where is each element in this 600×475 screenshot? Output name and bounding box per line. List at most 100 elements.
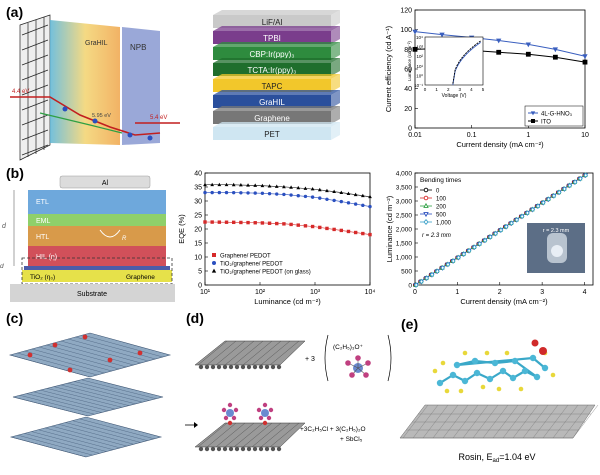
x-tick-label: 1 [526, 132, 530, 139]
data-point [325, 197, 329, 201]
data-point [503, 223, 509, 230]
data-point [509, 220, 514, 227]
carbon-atom [240, 446, 246, 452]
stack-layer-top [213, 58, 340, 63]
stack-layer-face [213, 47, 331, 60]
npb-block [122, 27, 160, 145]
data-point [325, 226, 329, 231]
data-point [525, 42, 531, 48]
data-point [318, 196, 322, 200]
legend-label: Graphene/ PEDOT [220, 254, 271, 260]
stack-layer-label: PET [264, 130, 280, 139]
substrate-lattice [452, 404, 479, 439]
inset-curve-1 [452, 42, 481, 86]
sheet-middle [12, 377, 164, 417]
dopant-atom [137, 350, 143, 356]
adsorbed-chlorine [233, 407, 239, 413]
plot-frame [204, 172, 371, 286]
y-tick-label: 25 [194, 213, 202, 220]
sheet-lattice [9, 354, 91, 378]
data-point [412, 29, 418, 35]
data-point [461, 251, 467, 257]
hydrogen-atom [504, 350, 510, 356]
data-point [325, 188, 329, 193]
layer-tio2: TiO₂ (η₀) [30, 274, 55, 281]
lattice-line [224, 340, 255, 366]
y-tick-label: 60 [404, 67, 412, 74]
sheet-lattice [31, 348, 112, 372]
stack-layer-top [213, 122, 340, 127]
dopant-atom [107, 357, 113, 363]
legend-marker [423, 187, 429, 193]
data-point [552, 54, 558, 60]
substrate-lattice [472, 404, 499, 439]
sheet-lattice [19, 395, 95, 415]
dopant-atom [82, 334, 88, 340]
chlorine-atom [363, 372, 369, 378]
legend-label: 0 [436, 189, 440, 195]
carbon-atom [252, 446, 258, 452]
carbon-atom [486, 375, 494, 383]
carbon-atom [511, 357, 519, 365]
stack-layer-label: GraHIL [259, 98, 285, 107]
panel-c: (c) [0, 310, 180, 473]
carbon-atom [222, 446, 228, 452]
data-point [282, 192, 286, 197]
stack-layer-side [331, 90, 340, 108]
adsorbed-chlorine [231, 415, 237, 421]
sheet-lattice [79, 418, 155, 439]
data-point [203, 190, 207, 195]
y-tick-label: 500 [401, 269, 412, 276]
annotation-radius: r = 2.3 mm [422, 233, 451, 239]
substrate-lattice [422, 404, 449, 439]
data-point [253, 221, 257, 225]
lattice-line [251, 340, 282, 366]
legend-marker [530, 111, 536, 116]
inset-photo-label: r = 2.3 mm [543, 228, 570, 234]
legend-marker [423, 202, 429, 208]
data-point [361, 231, 365, 236]
data-point [572, 179, 578, 185]
data-point [282, 222, 286, 226]
data-point [482, 237, 488, 244]
lattice-line [233, 340, 264, 366]
data-point [439, 32, 445, 38]
bracket-left [324, 334, 329, 382]
adsorbed-chlorine [227, 402, 233, 408]
stack-layer-label: TPBI [263, 34, 281, 43]
data-point [210, 182, 215, 187]
sheet-lattice [82, 334, 163, 358]
data-point [246, 183, 250, 187]
adsorbed-chlorine [268, 407, 274, 413]
legend-label: 1,000 [436, 221, 452, 227]
substrate-lattice [542, 404, 569, 439]
stack-layer-side [331, 42, 340, 60]
carbon-atom [252, 364, 258, 370]
data-point [296, 185, 301, 190]
sheet-lattice [33, 391, 109, 411]
inset-x-tick-label: 5 [482, 87, 485, 92]
graphene-after [194, 422, 306, 452]
data-point [260, 191, 265, 195]
carbon-atom [461, 377, 469, 385]
layer-substrate: Substrate [77, 291, 107, 298]
data-point [289, 185, 293, 189]
sheet-lattice [24, 433, 100, 454]
sheet-lattice [26, 393, 102, 413]
data-point [519, 213, 525, 220]
stack-layer-face [213, 111, 331, 124]
stack-layer-7: PET [213, 122, 340, 140]
sheet-lattice [68, 338, 149, 362]
y-tick-label: 2,500 [396, 213, 413, 220]
legend-marker [423, 218, 429, 226]
data-point [413, 282, 419, 288]
oled-layer-diagram: Al ETL EML HTL R HIL (η) TiO₂ (η₀) Graph… [0, 175, 175, 302]
data-point [540, 199, 546, 206]
data-point [296, 223, 300, 227]
data-point [360, 193, 365, 198]
y-tick-label: 0 [408, 126, 412, 133]
y-axis-label: Current efficiency (cd A⁻¹) [384, 25, 393, 112]
carbon-atom [521, 367, 529, 375]
sheet-lattice [65, 422, 141, 443]
carbon-atom [533, 373, 541, 381]
